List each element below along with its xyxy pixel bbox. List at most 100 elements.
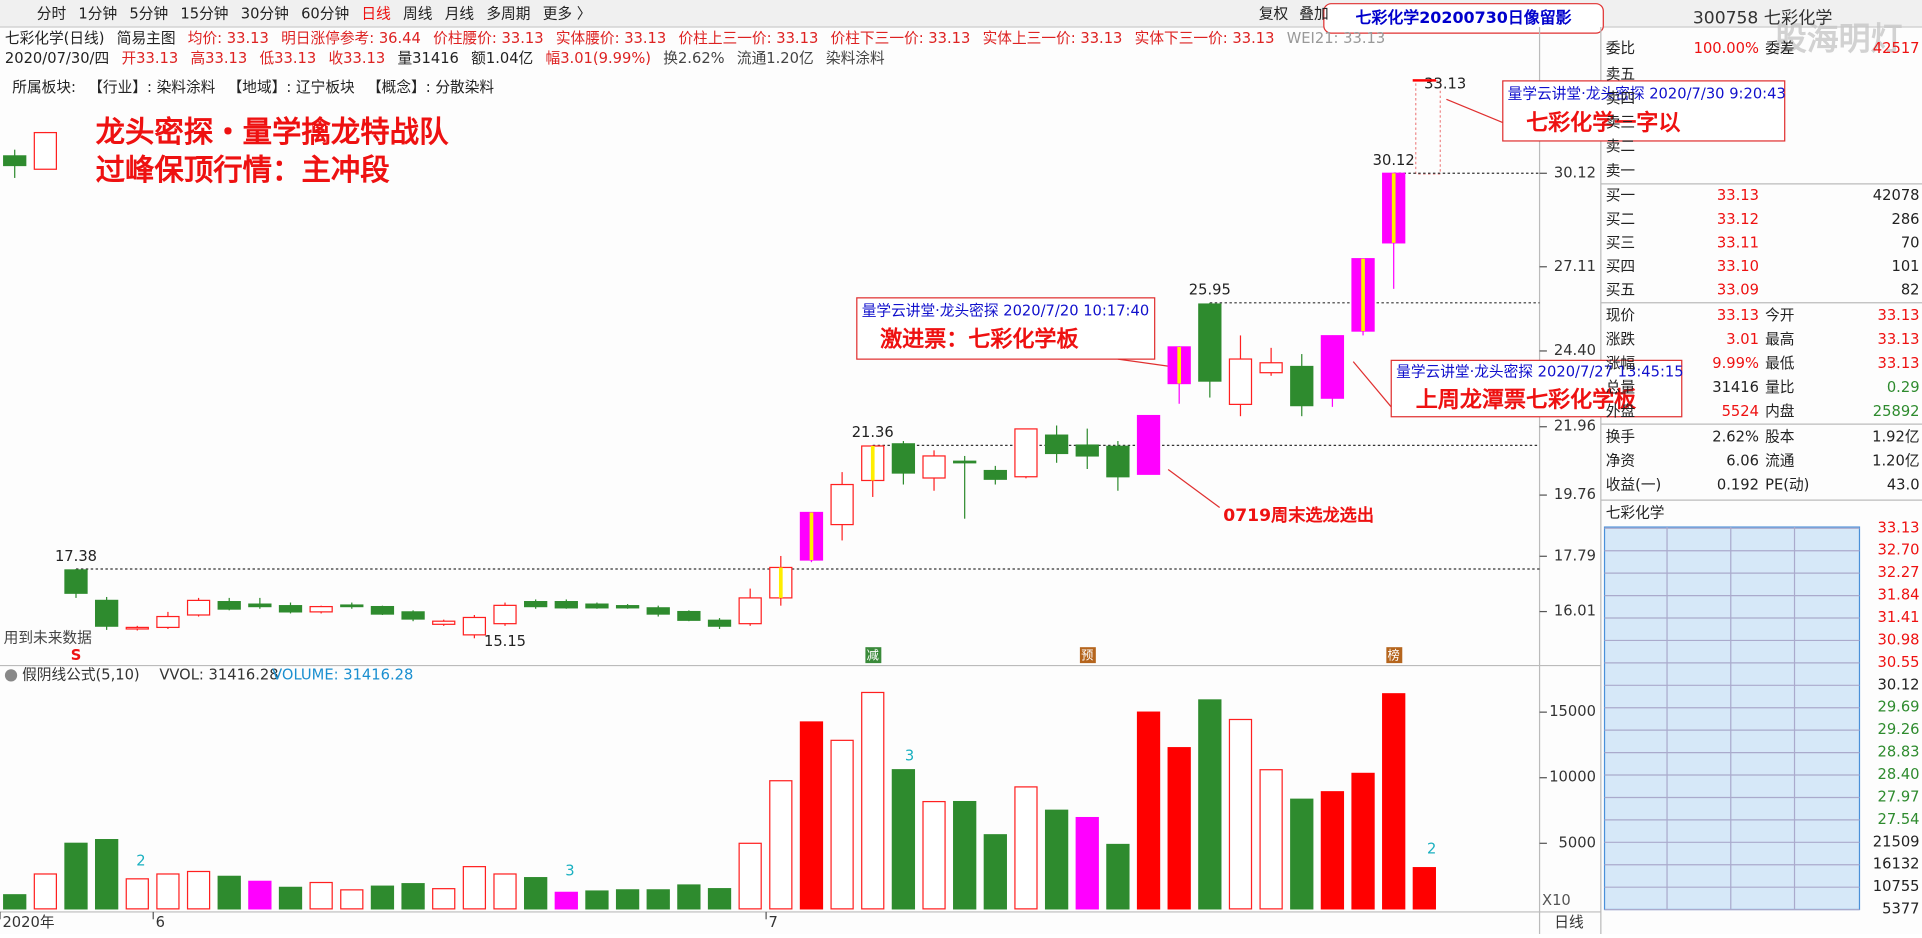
volume-bar xyxy=(738,842,762,910)
volume-bar xyxy=(370,885,395,910)
panel-cell: 5524 xyxy=(1722,403,1759,420)
candle-body xyxy=(891,443,916,474)
panel-cell: 286 xyxy=(1892,211,1920,228)
volume-bar xyxy=(554,891,578,910)
candle-body xyxy=(738,597,762,625)
collapse-icon[interactable] xyxy=(4,669,18,682)
period-tab[interactable]: 周线 xyxy=(403,6,433,23)
toolbar-button[interactable]: 叠加 xyxy=(1299,6,1328,23)
panel-cell: 1.92亿 xyxy=(1872,429,1919,446)
screenshot-title: 七彩化学20200730日像留影 xyxy=(1356,8,1572,27)
info-text: 实体上三一价: 33.13 xyxy=(983,30,1123,47)
volume-bar xyxy=(1014,786,1038,910)
panel-cell: 100.00% xyxy=(1694,40,1759,57)
annotation-text: 0719周末选龙选出 xyxy=(1223,505,1374,526)
period-tab[interactable]: 1分钟 xyxy=(78,6,117,23)
volume-tick-label: 15000 xyxy=(1549,703,1596,720)
volume-bar xyxy=(432,888,456,910)
x-tick-label: 2020年 xyxy=(2,914,54,931)
volume-bar xyxy=(33,873,57,910)
volume-multiplier: X10 xyxy=(1542,892,1571,909)
volume-bar xyxy=(1382,693,1406,910)
annotation-arrow xyxy=(1117,358,1171,368)
future-note: 用到未来数据 xyxy=(4,630,92,647)
panel-cell: 外盘 xyxy=(1606,402,1636,420)
period-tab[interactable]: 日线 xyxy=(361,6,391,23)
panel-cell: 3.01 xyxy=(1726,331,1759,348)
volume-bar xyxy=(830,739,854,910)
annotation-text: 七彩化学一字以 xyxy=(1526,110,1680,136)
volume-bar xyxy=(125,878,149,910)
volume-tick-label: 5000 xyxy=(1559,834,1596,851)
watermark: 股海明灯 xyxy=(1775,19,1903,57)
limit-marker xyxy=(809,512,814,561)
limit-marker xyxy=(870,446,875,481)
info-text: 开33.13 xyxy=(121,50,178,67)
volume-bar xyxy=(615,889,640,910)
panel-cell: 卖四 xyxy=(1606,90,1635,107)
panel-cell: 内盘 xyxy=(1765,402,1795,420)
info-text: 量31416 xyxy=(397,50,458,67)
period-tab[interactable]: 60分钟 xyxy=(301,6,349,23)
info-text: 额1.04亿 xyxy=(471,50,533,67)
panel-cell: 21509 xyxy=(1873,833,1920,850)
period-tab[interactable]: 分时 xyxy=(37,6,67,23)
headline: 过峰保顶行情：主冲段 xyxy=(96,153,391,187)
panel-cell: 最低 xyxy=(1765,355,1795,372)
volume-bar xyxy=(1136,711,1161,910)
panel-cell: 现价 xyxy=(1606,307,1636,324)
period-tab[interactable]: 15分钟 xyxy=(180,6,228,23)
headline: 龙头密探・量学擒龙特战队 xyxy=(96,115,449,149)
candle-body xyxy=(1106,445,1130,478)
volume-bar xyxy=(861,691,885,910)
volume-bar xyxy=(1259,769,1283,910)
info-text: 明日涨停参考: 36.44 xyxy=(281,30,421,47)
volume-value: VVOL: 31416.28 xyxy=(159,666,278,683)
candle-body xyxy=(64,569,88,594)
info-text: 染料涂料 xyxy=(826,50,885,67)
panel-cell: 买一 xyxy=(1606,187,1636,204)
period-tab[interactable]: 更多 〉 xyxy=(543,6,592,23)
volume-bar xyxy=(340,889,364,910)
panel-cell: 33.11 xyxy=(1717,234,1759,251)
candle-body xyxy=(646,607,670,615)
volume-bar xyxy=(953,800,977,910)
volume-tick-label: 10000 xyxy=(1549,769,1596,786)
panel-cell: 33.13 xyxy=(1717,187,1759,204)
y-tick-label: 17.79 xyxy=(1554,547,1596,564)
volume-bar xyxy=(799,721,824,910)
candle-body xyxy=(1198,303,1222,382)
period-tab[interactable]: 30分钟 xyxy=(241,6,289,23)
panel-cell: 0.29 xyxy=(1887,379,1920,396)
toolbar-button[interactable]: 复权 xyxy=(1259,5,1289,23)
volume-bar xyxy=(1106,843,1130,910)
period-tab[interactable]: 5分钟 xyxy=(129,6,168,23)
volume-note: 3 xyxy=(565,862,574,879)
panel-cell: 27.54 xyxy=(1877,811,1919,828)
candle-body xyxy=(707,619,732,627)
period-tab[interactable]: 月线 xyxy=(445,6,475,23)
panel-cell: 33.10 xyxy=(1717,258,1759,275)
candle-body xyxy=(94,599,119,627)
candle-body xyxy=(248,603,272,608)
volume-bar xyxy=(462,866,487,910)
period-tab[interactable]: 多周期 xyxy=(486,6,530,23)
panel-cell: 流通 xyxy=(1765,452,1795,469)
panel-cell: 股本 xyxy=(1765,429,1795,446)
panel-cell: 卖五 xyxy=(1606,66,1635,83)
volume-bar xyxy=(3,894,27,910)
panel-cell: 卖二 xyxy=(1606,138,1635,155)
panel-cell: 6.06 xyxy=(1726,452,1759,469)
candle-body xyxy=(340,604,364,608)
signal: 预 xyxy=(1081,648,1093,662)
volume-note: 3 xyxy=(905,747,914,764)
y-tick-label: 21.96 xyxy=(1554,418,1596,435)
candle-body xyxy=(3,155,27,167)
distribution-area xyxy=(1603,526,1861,911)
panel-cell: 收益(一) xyxy=(1606,476,1662,493)
volume-bar xyxy=(585,890,609,910)
volume-bar xyxy=(524,877,548,910)
candle-body xyxy=(186,599,211,616)
